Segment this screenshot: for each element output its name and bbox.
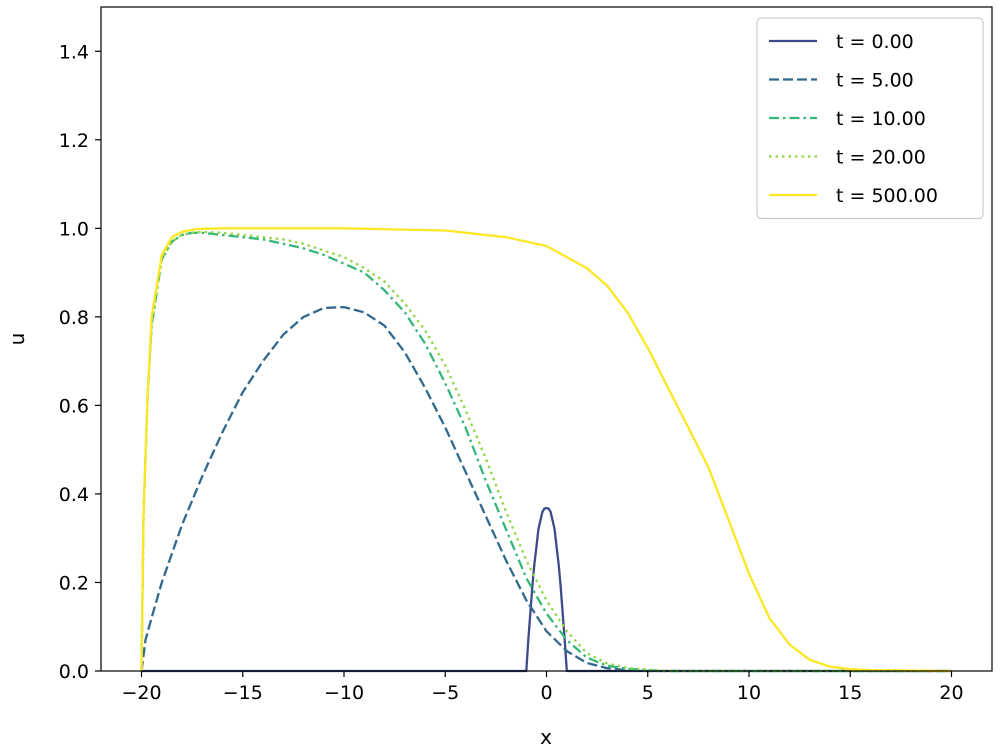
legend-label-0: t = 0.00 [836,31,914,53]
x-tick-label: 10 [737,682,761,704]
legend-label-4: t = 500.00 [836,185,938,207]
legend-label-3: t = 20.00 [836,147,926,169]
series-line-0 [141,506,952,673]
series-layer [140,227,952,673]
x-tick-label: −5 [431,682,459,704]
y-tick-label: 1.2 [59,130,89,152]
x-tick-label: −10 [324,682,364,704]
legend-label-1: t = 5.00 [836,70,914,92]
legend-label-2: t = 10.00 [836,108,926,130]
legend-box [756,17,984,220]
y-tick-label: 0.2 [59,572,89,594]
x-tick-label: 0 [540,682,552,704]
series-line-1 [140,305,952,673]
y-tick-label: 1.4 [59,41,89,63]
y-tick-label: 0.6 [59,395,89,417]
y-axis: 0.0 0.2 0.4 0.6 0.8 1.0 1.2 1.4 [59,41,101,683]
x-tick-label: −20 [121,682,161,704]
x-axis-label: x [540,725,552,749]
y-tick-label: 0.4 [59,484,89,506]
x-tick-label: 20 [939,682,963,704]
x-tick-label: −15 [223,682,263,704]
legend: t = 0.00 t = 5.00 t = 10.00 t = 20.00 t = 50… [756,17,984,220]
y-axis-label: u [5,333,29,346]
x-tick-label: 15 [838,682,862,704]
series-line-4 [140,227,952,673]
y-tick-label: 1.0 [59,218,89,240]
series-line-3 [140,230,952,673]
x-tick-label: 5 [642,682,654,704]
x-axis: −20 −15 −10 −5 0 5 10 15 20 [121,671,964,704]
y-tick-label: 0.8 [59,307,89,329]
y-tick-label: 0.0 [59,661,89,683]
